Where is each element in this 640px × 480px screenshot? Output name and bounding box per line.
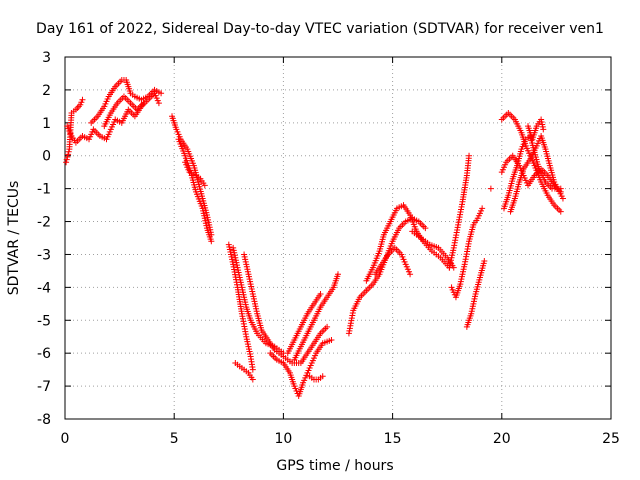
data-point bbox=[557, 208, 564, 215]
data-point bbox=[328, 337, 335, 344]
data-point bbox=[64, 154, 71, 161]
grid bbox=[65, 57, 611, 419]
data-point bbox=[479, 205, 486, 212]
data-point bbox=[79, 96, 86, 103]
data-point bbox=[466, 152, 473, 159]
data-point bbox=[249, 366, 256, 373]
chart-title: Day 161 of 2022, Sidereal Day-to-day VTE… bbox=[36, 21, 604, 37]
data-points bbox=[63, 77, 566, 399]
x-tick-label: 0 bbox=[61, 431, 70, 447]
y-tick-label: -6 bbox=[37, 346, 51, 362]
data-point bbox=[317, 290, 324, 297]
data-point bbox=[158, 90, 165, 97]
y-tick-label: 2 bbox=[42, 83, 51, 99]
y-tick-label: 3 bbox=[42, 50, 51, 66]
x-tick-label: 10 bbox=[274, 431, 292, 447]
y-tick-label: -1 bbox=[37, 182, 51, 198]
axis-ticks bbox=[64, 56, 612, 420]
y-tick-label: 0 bbox=[42, 149, 51, 165]
data-point bbox=[63, 159, 70, 166]
data-point bbox=[65, 151, 72, 158]
x-tick-label: 20 bbox=[493, 431, 511, 447]
x-axis-tick-labels: 0 5 10 15 20 25 bbox=[61, 431, 620, 447]
data-point bbox=[155, 100, 162, 107]
x-tick-label: 25 bbox=[602, 431, 620, 447]
data-point bbox=[540, 126, 547, 133]
data-point bbox=[422, 225, 429, 232]
x-tick-label: 15 bbox=[384, 431, 402, 447]
data-point bbox=[249, 376, 256, 383]
plot-frame bbox=[64, 56, 612, 420]
y-tick-label: -4 bbox=[37, 280, 51, 296]
y-tick-label: -8 bbox=[37, 412, 51, 428]
data-point bbox=[319, 373, 326, 380]
x-axis-label: GPS time / hours bbox=[276, 458, 393, 474]
y-axis-label: SDTVAR / TECUs bbox=[6, 181, 22, 296]
data-point bbox=[481, 258, 488, 265]
data-point bbox=[324, 323, 331, 330]
y-tick-label: -3 bbox=[37, 247, 51, 263]
y-tick-label: -2 bbox=[37, 215, 51, 231]
y-tick-label: -5 bbox=[37, 313, 51, 329]
data-point bbox=[208, 238, 215, 245]
data-point bbox=[335, 271, 341, 278]
data-point bbox=[487, 185, 494, 192]
data-point bbox=[407, 271, 414, 278]
data-point bbox=[201, 182, 208, 189]
data-point bbox=[63, 156, 70, 163]
y-axis-tick-labels: 3 2 1 0 -1 -2 -3 -4 -5 -6 -7 -8 bbox=[37, 50, 51, 428]
y-tick-label: -7 bbox=[37, 379, 51, 395]
data-point bbox=[65, 148, 72, 155]
y-tick-label: 1 bbox=[42, 116, 51, 132]
data-point bbox=[140, 100, 147, 107]
x-tick-label: 5 bbox=[170, 431, 179, 447]
data-point bbox=[559, 195, 566, 202]
